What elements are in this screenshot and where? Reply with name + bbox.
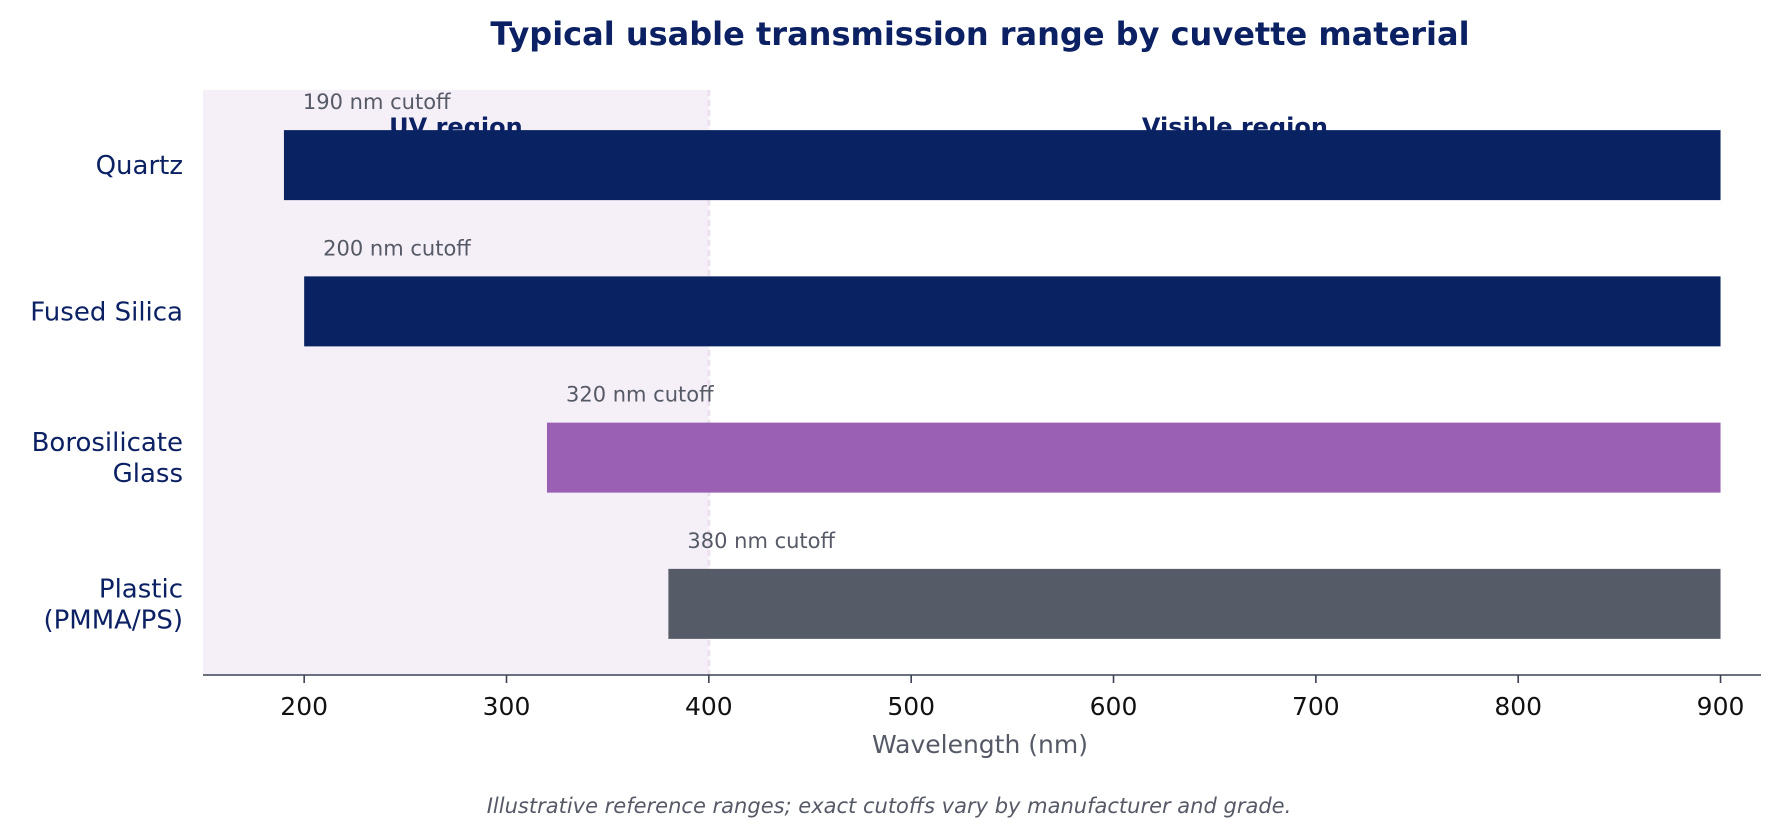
labels-layer: 190 nm cutoff Quartz 200 nm cutoff Fused Si… (30, 90, 835, 635)
x-tick-label: 800 (1494, 692, 1542, 721)
x-axis: 200 300 400 500 600 700 800 900 (203, 674, 1761, 721)
cutoff-annotation: 320 nm cutoff (566, 383, 714, 407)
bar-borosilicate (546, 422, 1721, 493)
category-label: Quartz (96, 151, 183, 181)
x-tick-label: 600 (1090, 692, 1138, 721)
cutoff-annotation: 190 nm cutoff (303, 90, 451, 114)
cutoff-annotation: 200 nm cutoff (323, 236, 471, 260)
bar-fused-silica (304, 276, 1721, 347)
bars-layer (283, 130, 1721, 639)
category-label: Borosilicate Glass (32, 428, 183, 489)
category-label: Plastic (PMMA/PS) (43, 574, 183, 635)
x-tick-label: 300 (483, 692, 531, 721)
x-axis-title: Wavelength (nm) (872, 730, 1088, 759)
x-tick-label: 400 (685, 692, 733, 721)
category-label: Fused Silica (30, 297, 183, 327)
x-tick-label: 500 (887, 692, 935, 721)
bar-quartz (283, 130, 1721, 201)
x-tick-label: 700 (1292, 692, 1340, 721)
footnote: Illustrative reference ranges; exact cut… (487, 794, 1292, 818)
bar-plastic (668, 568, 1721, 639)
chart-title: Typical usable transmission range by cuv… (490, 15, 1469, 53)
x-tick-label: 200 (280, 692, 328, 721)
cutoff-annotation: 380 nm cutoff (687, 529, 835, 553)
x-tick-label: 900 (1697, 692, 1745, 721)
